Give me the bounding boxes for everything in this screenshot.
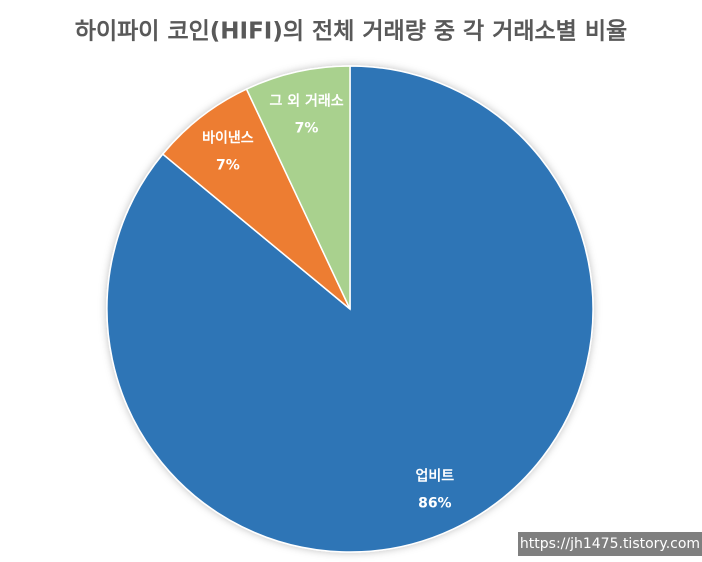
watermark-bg	[518, 532, 702, 556]
value-label: 86%	[418, 495, 452, 511]
watermark: https://jh1475.tistory.com	[520, 536, 700, 552]
pie	[106, 65, 594, 553]
slice	[245, 65, 351, 310]
labels: 업비트 86% 바이낸스 7% 그 외 거래소 7%	[202, 93, 454, 512]
slice-label: 바이낸스	[202, 130, 254, 147]
slice	[161, 88, 351, 310]
slice-label: 업비트	[416, 468, 455, 484]
value-label: 7%	[216, 158, 240, 174]
value-label: 7%	[295, 121, 319, 137]
slice-label: 그 외 거래소	[269, 93, 343, 110]
chart-title: 하이파이 코인(HIFI)의 전체 거래량 중 각 거래소별 비율	[75, 19, 627, 45]
